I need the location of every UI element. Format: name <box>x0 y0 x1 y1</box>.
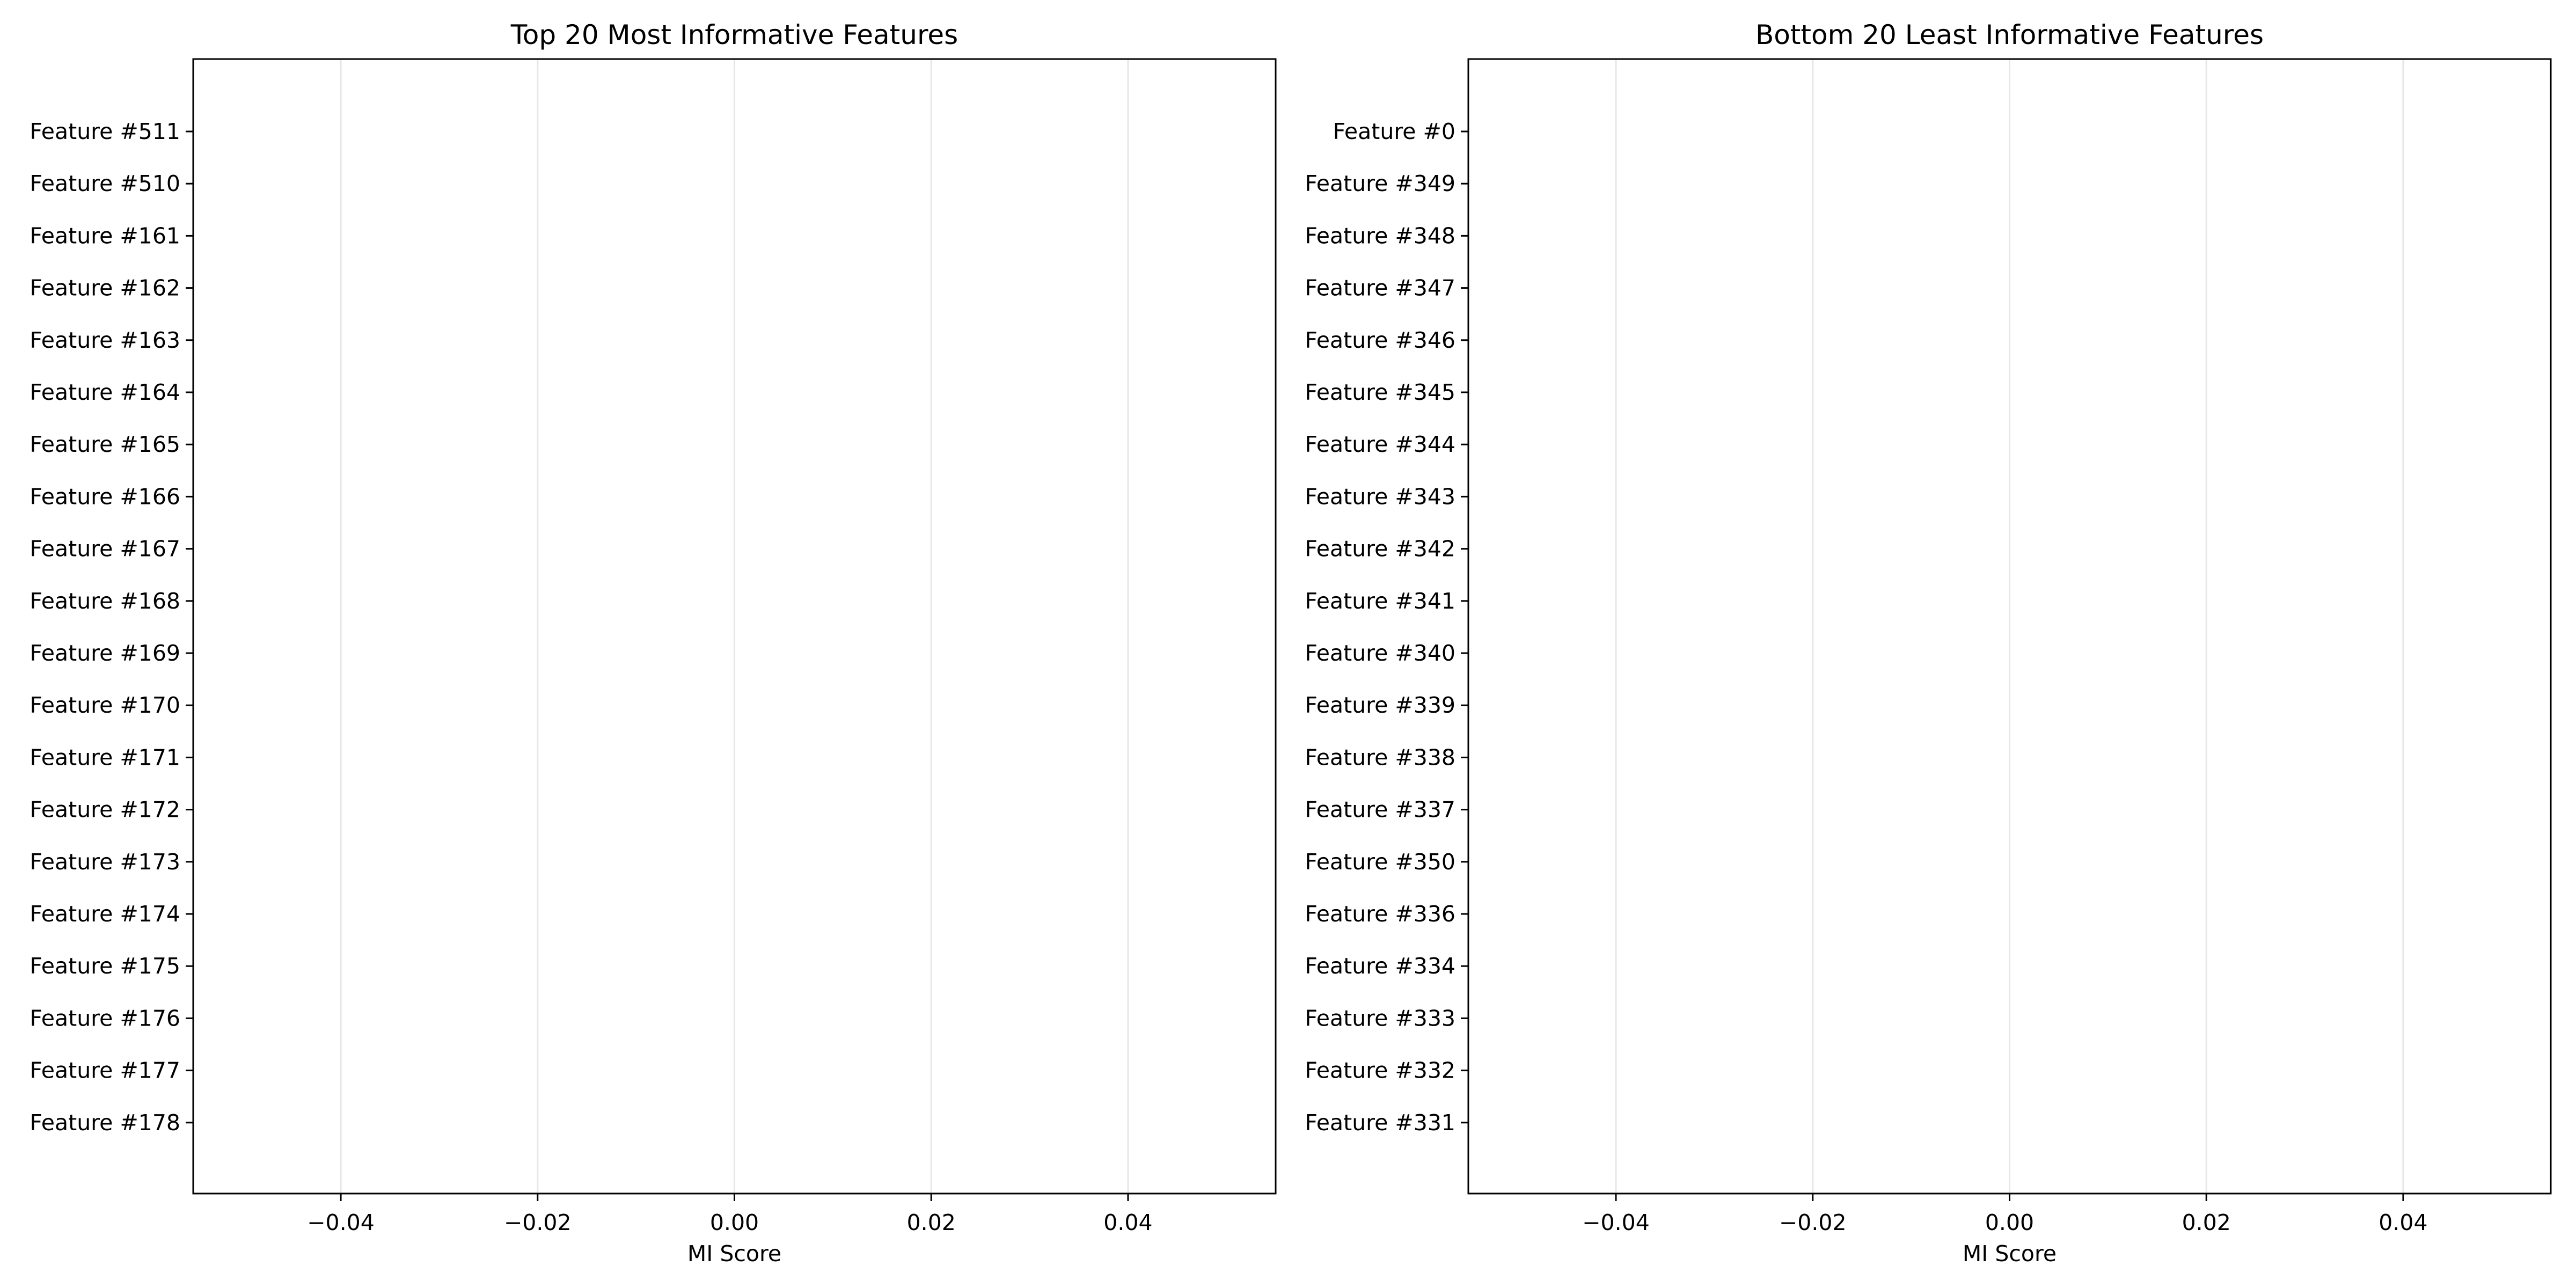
x-tick-label: −0.04 <box>1582 1210 1650 1235</box>
y-tick-label: Feature #345 <box>1305 379 1455 405</box>
y-tick-label: Feature #337 <box>1305 797 1455 823</box>
y-tick-label: Feature #168 <box>30 588 180 614</box>
y-tick-label: Feature #177 <box>30 1058 180 1084</box>
x-tick-label: −0.04 <box>307 1210 375 1235</box>
y-tick-label: Feature #173 <box>30 849 180 875</box>
y-tick-label: Feature #331 <box>1305 1110 1455 1136</box>
y-tick-label: Feature #165 <box>30 431 180 457</box>
y-tick-label: Feature #347 <box>1305 275 1455 301</box>
y-tick-label: Feature #174 <box>30 901 180 927</box>
x-tick-label: 0.00 <box>1985 1210 2034 1235</box>
y-tick-label: Feature #340 <box>1305 640 1455 666</box>
y-tick-label: Feature #343 <box>1305 484 1455 509</box>
y-tick-label: Feature #332 <box>1305 1058 1455 1084</box>
x-axis-label: MI Score <box>687 1241 781 1267</box>
y-tick-label: Feature #339 <box>1305 692 1455 718</box>
y-tick-label: Feature #344 <box>1305 431 1455 457</box>
panel-top-features: Feature #511 Feature #510 Feature #161 Feat… <box>30 19 1277 1267</box>
y-tick-label: Feature #0 <box>1333 119 1455 144</box>
y-tick-label: Feature #162 <box>30 275 180 301</box>
x-tick-label: 0.04 <box>1103 1210 1152 1235</box>
panel-bottom-features: Feature #0 Feature #349 Feature #348 Featur… <box>1305 19 2552 1267</box>
y-tick-label: Feature #336 <box>1305 901 1455 927</box>
y-tick-label: Feature #342 <box>1305 536 1455 562</box>
y-tick-label: Feature #175 <box>30 953 180 979</box>
y-tick-label: Feature #334 <box>1305 953 1455 979</box>
y-tick-label: Feature #346 <box>1305 327 1455 353</box>
y-tick-label: Feature #171 <box>30 744 180 770</box>
y-tick-label: Feature #349 <box>1305 171 1455 196</box>
y-tick-label: Feature #170 <box>30 692 180 718</box>
y-tick-label: Feature #169 <box>30 640 180 666</box>
y-tick-label: Feature #338 <box>1305 744 1455 770</box>
y-tick-label: Feature #348 <box>1305 223 1455 248</box>
y-tick-label: Feature #333 <box>1305 1005 1455 1031</box>
x-tick-label: 0.02 <box>2182 1210 2231 1235</box>
x-tick-label: 0.00 <box>710 1210 759 1235</box>
x-tick-label: −0.02 <box>1779 1210 1847 1235</box>
y-tick-label: Feature #511 <box>30 119 180 144</box>
y-tick-label: Feature #166 <box>30 484 180 509</box>
y-tick-label: Feature #161 <box>30 223 180 248</box>
x-axis-label: MI Score <box>1963 1241 2057 1267</box>
x-tick-label: 0.02 <box>907 1210 956 1235</box>
y-tick-label: Feature #167 <box>30 536 180 562</box>
y-tick-label: Feature #341 <box>1305 588 1455 614</box>
y-tick-label: Feature #164 <box>30 379 180 405</box>
chart-title: Top 20 Most Informative Features <box>510 19 958 50</box>
y-tick-label: Feature #172 <box>30 797 180 823</box>
y-tick-label: Feature #178 <box>30 1110 180 1136</box>
x-tick-label: 0.04 <box>2379 1210 2427 1235</box>
y-tick-label: Feature #350 <box>1305 849 1455 875</box>
y-tick-label: Feature #176 <box>30 1005 180 1031</box>
chart-title: Bottom 20 Least Informative Features <box>1755 19 2264 50</box>
x-tick-label: −0.02 <box>504 1210 572 1235</box>
y-tick-label: Feature #163 <box>30 327 180 353</box>
y-tick-label: Feature #510 <box>30 171 180 196</box>
